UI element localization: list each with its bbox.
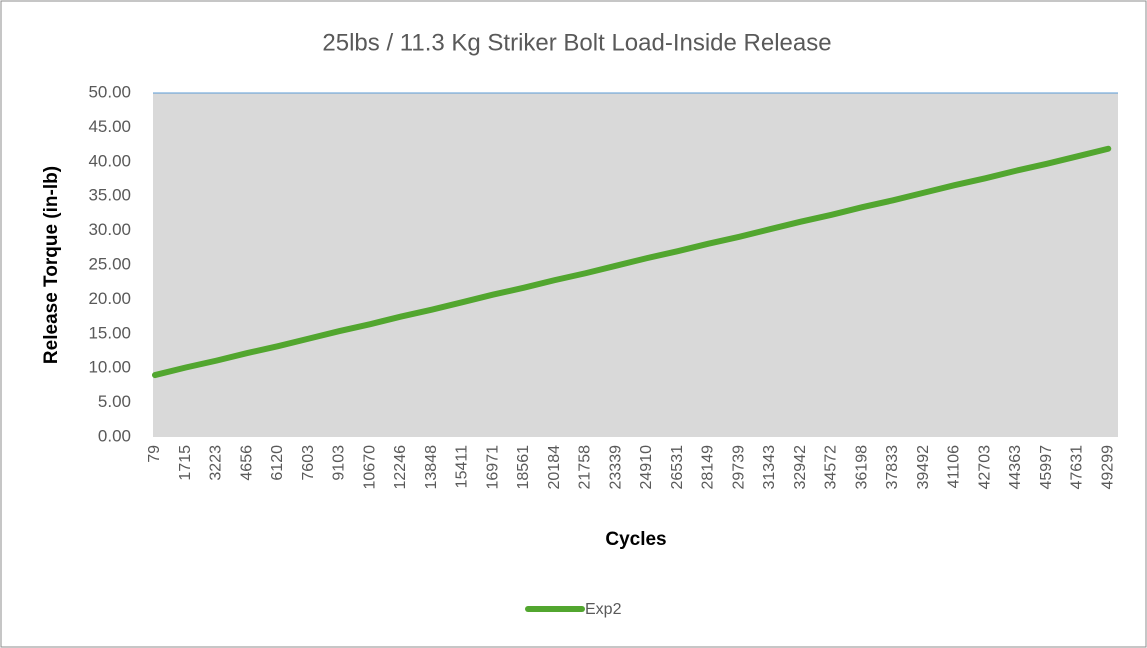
x-tick-label: 21758 [577,445,594,490]
x-tick-label: 29739 [730,445,747,490]
x-tick-label: 34572 [823,445,840,490]
y-axis-title: Release Torque (in-lb) [41,166,62,364]
y-tick-label: 0.00 [98,426,131,445]
x-tick-label: 23339 [607,445,624,490]
x-tick-label: 36198 [853,445,870,490]
chart-title: 25lbs / 11.3 Kg Striker Bolt Load-Inside… [322,29,831,56]
x-tick-label: 7603 [300,445,317,481]
x-tick-label: 28149 [700,445,717,490]
x-tick-label: 47631 [1069,445,1086,490]
x-tick-label: 4656 [238,445,255,481]
x-tick-label: 44363 [1007,445,1024,490]
x-tick-label: 13848 [423,445,440,490]
y-tick-label: 30.00 [88,220,131,239]
x-tick-label: 31343 [761,445,778,490]
y-tick-label: 20.00 [88,289,131,308]
x-tick-label: 9103 [331,445,348,481]
x-tick-label: 18561 [515,445,532,490]
x-tick-label: 37833 [884,445,901,490]
x-tick-label: 15411 [454,445,471,488]
x-tick-label: 42703 [976,445,993,490]
x-tick-label: 39492 [915,445,932,490]
x-tick-label: 79 [146,445,163,463]
x-tick-label: 1715 [177,445,194,481]
x-tick-label: 6120 [269,445,286,481]
y-tick-label: 25.00 [88,254,131,273]
x-tick-label: 45997 [1038,445,1055,490]
x-tick-label: 10670 [361,445,378,490]
x-axis-title: Cycles [605,529,666,550]
x-tick-label: 32942 [792,445,809,490]
y-tick-label: 5.00 [98,392,131,411]
legend-label: Exp2 [585,601,622,618]
x-tick-label: 41106 [946,445,963,488]
x-tick-label: 16971 [484,445,501,490]
y-tick-label: 10.00 [88,358,131,377]
y-tick-label: 40.00 [88,151,131,170]
y-tick-label: 35.00 [88,186,131,205]
x-tick-label: 20184 [546,445,563,490]
y-tick-label: 15.00 [88,323,131,342]
y-tick-label: 45.00 [88,117,131,136]
x-tick-label: 3223 [208,445,225,481]
x-tick-label: 12246 [392,445,409,490]
plot-area [153,93,1118,437]
data-line [152,145,1112,379]
x-tick-label: 26531 [669,445,686,490]
y-tick-label: 50.00 [88,82,131,101]
x-tick-label: 49299 [1099,445,1116,490]
x-tick-label: 24910 [638,445,655,490]
